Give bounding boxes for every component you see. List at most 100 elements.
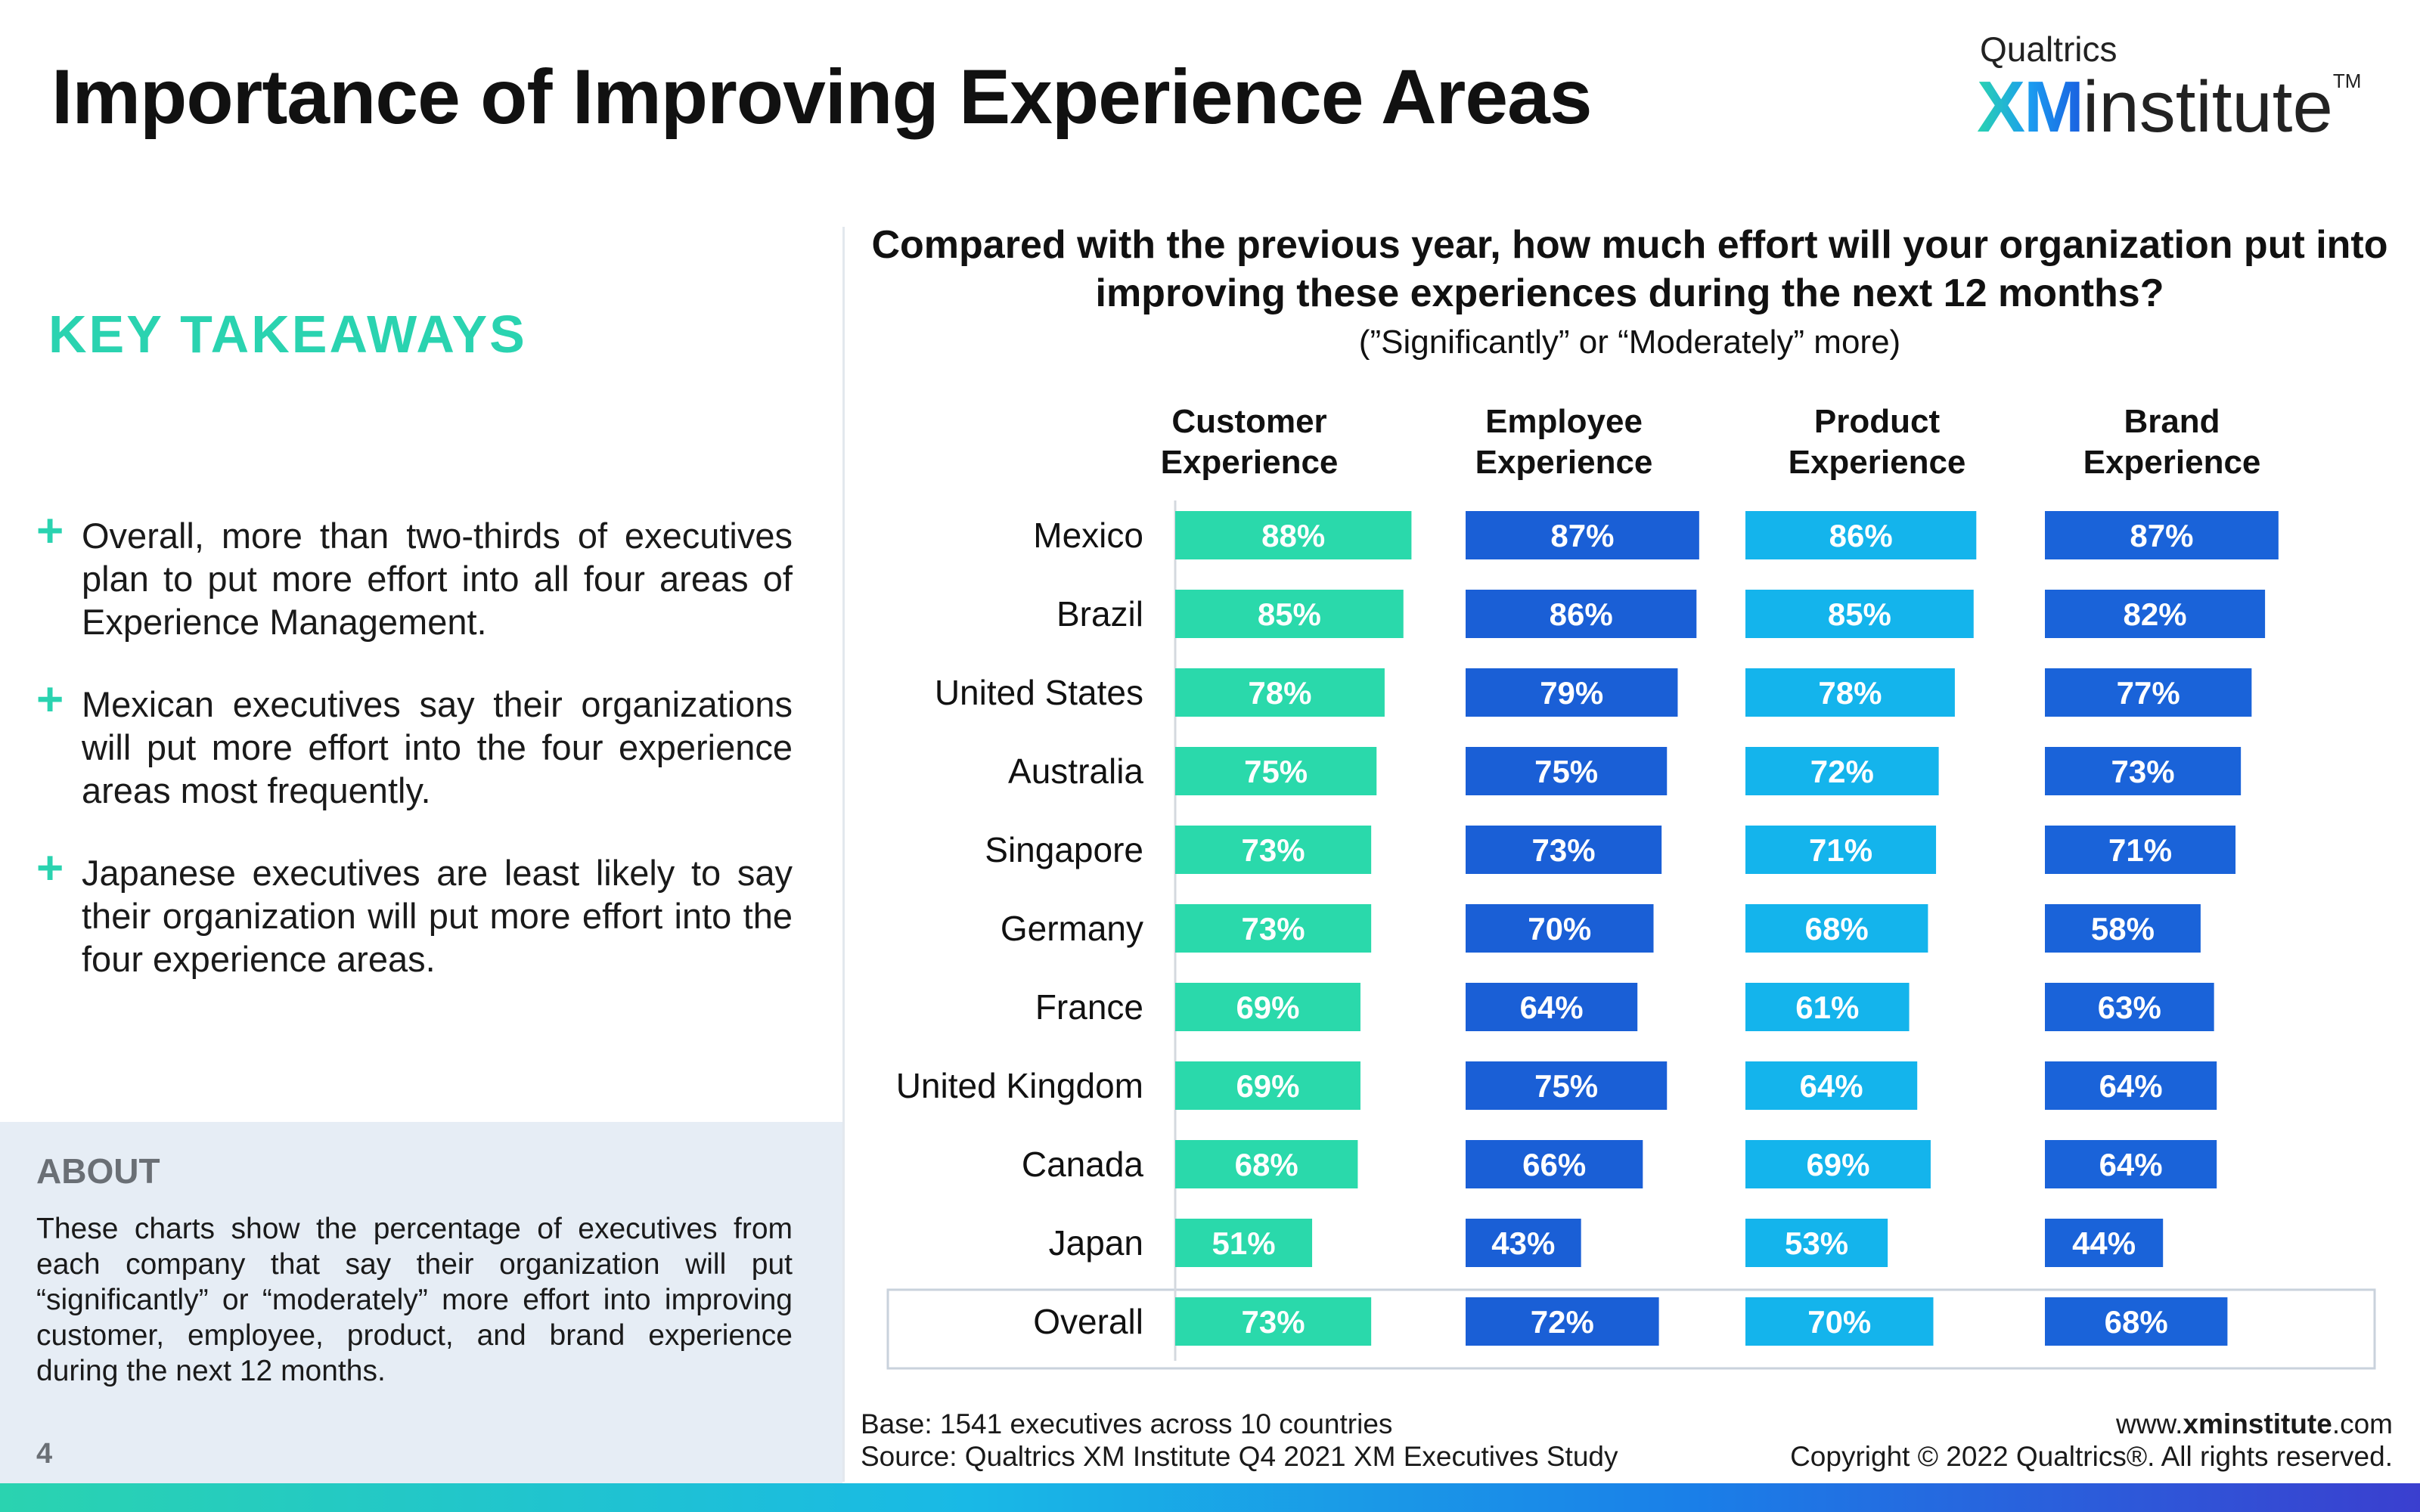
chart-title: Compared with the previous year, how muc… xyxy=(871,223,2388,315)
bar-value-label: 78% xyxy=(1248,675,1311,711)
bar xyxy=(1745,1219,1888,1267)
bar xyxy=(1745,747,1939,795)
bar-value-label: 73% xyxy=(1242,911,1305,947)
bar xyxy=(1175,590,1404,638)
column-divider xyxy=(842,227,845,1482)
takeaway-item: + Japanese executives are least likely t… xyxy=(36,845,793,981)
bar xyxy=(1175,511,1412,559)
bar xyxy=(1175,983,1360,1031)
bar-value-label: 86% xyxy=(1829,518,1893,553)
bar xyxy=(1745,983,1910,1031)
bar xyxy=(2045,983,2214,1031)
bar xyxy=(2045,590,2266,638)
bar-value-label: 53% xyxy=(1785,1225,1848,1261)
series-header-label: Experience xyxy=(1475,444,1653,481)
bar-value-label: 73% xyxy=(1242,1304,1305,1340)
bar-value-label: 68% xyxy=(1235,1147,1298,1182)
bar xyxy=(2045,1297,2228,1346)
bar-value-label: 66% xyxy=(1522,1147,1586,1182)
category-label: Australia xyxy=(1008,751,1143,791)
takeaway-text: Overall, more than two-thirds of executi… xyxy=(82,516,793,642)
bar xyxy=(1175,1297,1372,1346)
bottom-gradient-bar xyxy=(0,1483,2420,1512)
bar-value-label: 64% xyxy=(1800,1068,1863,1104)
bar xyxy=(1175,668,1385,717)
bar-value-label: 64% xyxy=(1520,990,1584,1025)
bar-value-label: 43% xyxy=(1491,1225,1555,1261)
bar xyxy=(1466,983,1638,1031)
footer-url-prefix: www. xyxy=(2116,1408,2183,1439)
bar xyxy=(1466,826,1662,874)
key-takeaways-heading: KEY TAKEAWAYS xyxy=(48,305,527,364)
chart-subtitle: (”Significantly” or “Moderately” more) xyxy=(1358,324,1901,361)
bar-value-label: 86% xyxy=(1550,596,1613,632)
bar-value-label: 85% xyxy=(1828,596,1891,632)
bar-value-label: 71% xyxy=(1809,832,1872,868)
footer-source-text: Source: Qualtrics XM Institute Q4 2021 X… xyxy=(861,1441,1618,1472)
footer-base: Base: 1541 executives across 10 countrie… xyxy=(861,1408,1393,1439)
series-header-label: Experience xyxy=(1789,444,1966,481)
bar-value-label: 88% xyxy=(1261,518,1325,553)
footer-url-bold: xminstitute xyxy=(2183,1408,2332,1439)
takeaway-item: + Mexican executives say their organizat… xyxy=(36,677,793,812)
category-label: Germany xyxy=(1001,909,1143,948)
bar xyxy=(1175,1140,1358,1188)
bar-value-label: 51% xyxy=(1212,1225,1275,1261)
bar xyxy=(1745,590,1974,638)
bar xyxy=(1466,1297,1659,1346)
plus-icon: + xyxy=(36,842,64,894)
logo-brand-small: Qualtrics xyxy=(1980,29,2118,69)
bar xyxy=(2045,511,2279,559)
bar-value-label: 63% xyxy=(2098,990,2161,1025)
bar xyxy=(2045,747,2242,795)
category-label: Overall xyxy=(1033,1302,1143,1341)
takeaway-item: + Overall, more than two-thirds of execu… xyxy=(36,508,793,643)
about-text: These charts show the percentage of exec… xyxy=(36,1213,793,1387)
bar xyxy=(2045,826,2236,874)
series-header-label: Brand xyxy=(2124,403,2220,440)
footer-copyright: www.xminstitute.com Copyright © 2022 Qua… xyxy=(1790,1408,2393,1473)
bar xyxy=(1466,747,1668,795)
bar-value-label: 75% xyxy=(1534,1068,1598,1104)
bar xyxy=(1175,1061,1360,1110)
plus-icon: + xyxy=(36,505,64,557)
category-label: Brazil xyxy=(1056,594,1143,634)
takeaway-text: Mexican executives say their organizatio… xyxy=(82,684,793,810)
bar-value-label: 73% xyxy=(1242,832,1305,868)
bar-value-label: 75% xyxy=(1534,754,1598,789)
bar xyxy=(1466,904,1654,953)
footer-source: Base: 1541 executives across 10 countrie… xyxy=(861,1408,1618,1473)
footer-url-suffix: .com xyxy=(2332,1408,2393,1439)
bar xyxy=(1466,1219,1581,1267)
bar-value-label: 79% xyxy=(1540,675,1603,711)
plus-icon: + xyxy=(36,674,64,726)
category-label: Japan xyxy=(1049,1223,1143,1263)
footer-url[interactable]: www.xminstitute.com xyxy=(1790,1408,2393,1440)
bar xyxy=(1745,826,1937,874)
bar-value-label: 72% xyxy=(1531,1304,1594,1340)
xm-institute-logo: Qualtrics XMinstituteTM xyxy=(1972,29,2366,144)
category-label: Mexico xyxy=(1033,516,1143,555)
takeaway-text: Japanese executives are least likely to … xyxy=(82,853,793,979)
bar-value-label: 78% xyxy=(1818,675,1882,711)
bar xyxy=(1175,904,1372,953)
bar xyxy=(1466,511,1699,559)
bar-value-label: 44% xyxy=(2072,1225,2136,1261)
bar-value-label: 61% xyxy=(1795,990,1859,1025)
bar-value-label: 77% xyxy=(2117,675,2180,711)
bar-value-label: 69% xyxy=(1806,1147,1869,1182)
bar-value-label: 73% xyxy=(1532,832,1596,868)
bar-value-label: 68% xyxy=(2105,1304,2168,1340)
bar xyxy=(2045,1061,2217,1110)
bar xyxy=(2045,668,2252,717)
logo-institute: institute xyxy=(2083,67,2333,147)
bar xyxy=(1466,668,1678,717)
bar-value-label: 87% xyxy=(1550,518,1614,553)
bar-value-label: 69% xyxy=(1236,1068,1299,1104)
bar xyxy=(1745,904,1928,953)
bar-value-label: 69% xyxy=(1236,990,1299,1025)
bar xyxy=(1745,1061,1918,1110)
bar xyxy=(1745,668,1955,717)
bar-value-label: 75% xyxy=(1244,754,1308,789)
bar-value-label: 71% xyxy=(2108,832,2172,868)
